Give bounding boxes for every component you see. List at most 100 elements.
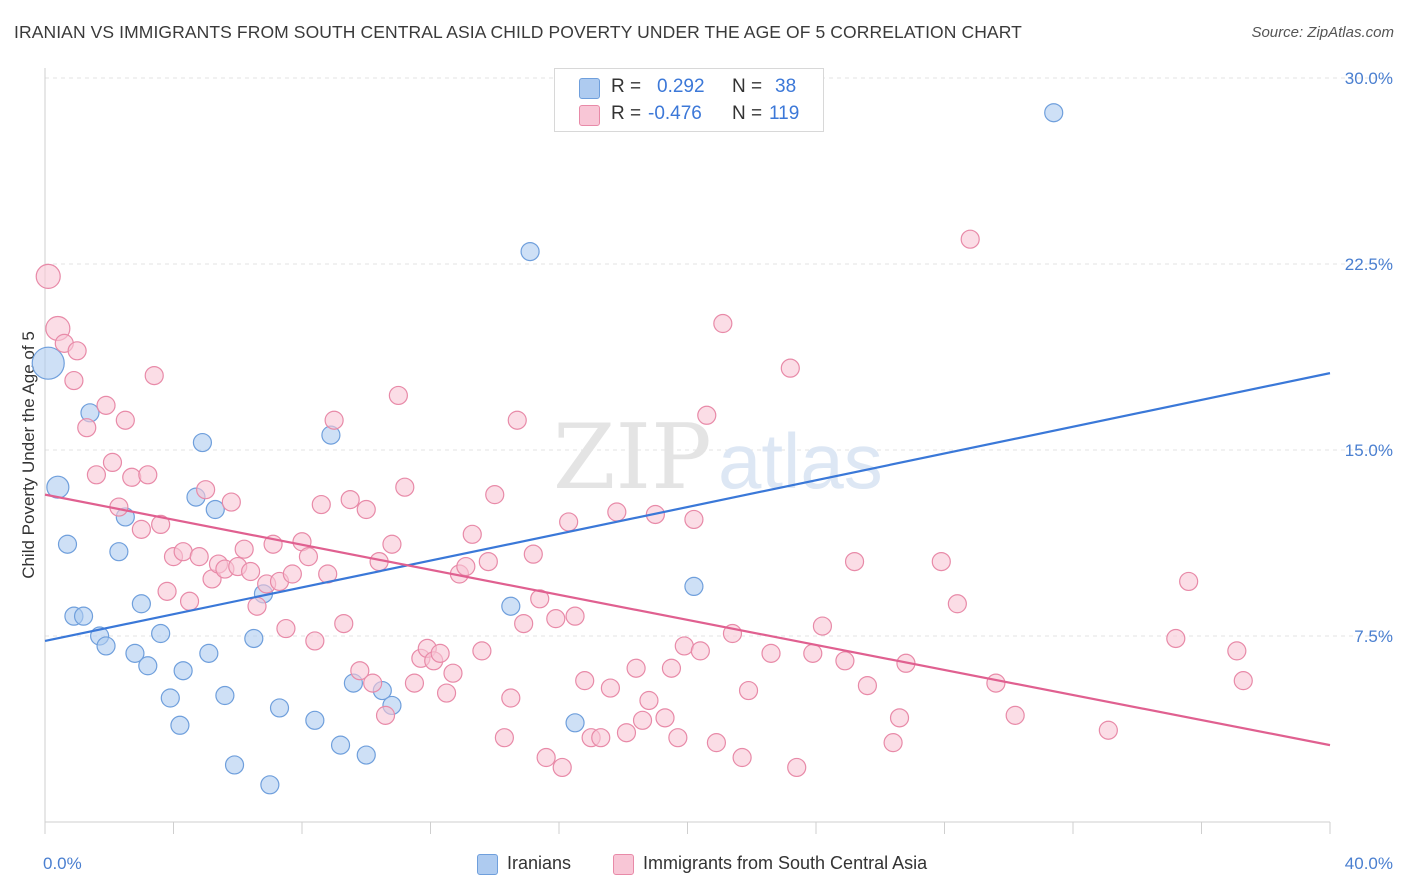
- legend-r-value: -0.476: [648, 103, 702, 124]
- point-immigrants: [690, 641, 710, 661]
- trend-lines: [44, 372, 1331, 747]
- y-tick-labels: 7.5% 15.0% 22.5% 30.0%: [1345, 69, 1393, 646]
- point-iranians: [131, 594, 151, 614]
- legend-swatch-immigrants: [579, 105, 600, 126]
- y-axis-label: Child Poverty Under the Age of 5: [19, 331, 38, 579]
- point-immigrants: [780, 358, 800, 378]
- point-immigrants: [738, 680, 759, 701]
- y-tick-label: 15.0%: [1345, 441, 1393, 460]
- point-immigrants: [835, 651, 855, 671]
- point-immigrants: [514, 613, 534, 634]
- point-immigrants: [674, 636, 694, 656]
- point-iranians: [125, 643, 145, 663]
- point-immigrants: [1227, 641, 1247, 661]
- x-tick-label: 40.0%: [1345, 854, 1393, 873]
- watermark-zip: ZIP: [553, 405, 712, 510]
- point-immigrants: [546, 609, 566, 629]
- point-immigrants: [276, 618, 296, 639]
- series-label-iranians: Iranians: [507, 853, 572, 873]
- point-immigrants: [189, 547, 209, 567]
- point-immigrants: [96, 395, 116, 415]
- point-immigrants: [356, 499, 376, 520]
- point-immigrants: [883, 733, 903, 753]
- point-immigrants: [857, 675, 878, 696]
- point-immigrants: [324, 410, 344, 430]
- point-immigrants: [485, 485, 505, 505]
- point-immigrants: [844, 551, 865, 572]
- point-immigrants: [462, 524, 482, 544]
- legend-n-value: 38: [775, 76, 797, 97]
- legend-n-label: N =: [732, 76, 763, 97]
- point-immigrants: [639, 690, 659, 711]
- point-immigrants: [1179, 571, 1199, 592]
- y-tick-label: 7.5%: [1354, 627, 1393, 646]
- trend-line-immigrants: [44, 493, 1331, 747]
- point-immigrants: [340, 490, 360, 510]
- point-immigrants: [404, 673, 425, 693]
- point-immigrants: [684, 509, 704, 530]
- point-immigrants: [151, 514, 171, 535]
- point-iranians: [199, 643, 219, 663]
- point-immigrants: [305, 631, 325, 651]
- point-immigrants: [947, 594, 967, 614]
- series-legend: Iranians Immigrants from South Central A…: [0, 852, 1406, 878]
- source-label: Source: ZipAtlas.com: [1251, 24, 1394, 41]
- point-immigrants: [196, 480, 216, 500]
- point-immigrants: [241, 561, 261, 582]
- point-immigrants: [247, 596, 267, 616]
- point-iranians: [260, 775, 280, 795]
- point-iranians: [520, 242, 540, 262]
- legend-r-label: R =: [611, 76, 642, 97]
- point-iranians: [96, 636, 116, 656]
- point-immigrants: [478, 551, 498, 572]
- point-immigrants: [311, 494, 331, 515]
- point-immigrants: [1098, 720, 1118, 740]
- point-immigrants: [388, 385, 408, 406]
- point-immigrants: [67, 341, 87, 361]
- point-immigrants: [375, 705, 396, 725]
- series-swatch-iranians: [477, 854, 498, 875]
- point-immigrants: [1166, 628, 1186, 649]
- point-immigrants: [173, 542, 193, 562]
- point-immigrants: [787, 757, 807, 778]
- point-immigrants: [157, 581, 177, 601]
- point-immigrants: [64, 370, 84, 391]
- point-immigrants: [77, 418, 97, 438]
- point-immigrants: [443, 663, 463, 683]
- watermark: ZIP atlas: [553, 405, 883, 510]
- legend-n-value: 119: [769, 103, 800, 124]
- y-tick-label: 30.0%: [1345, 69, 1393, 88]
- point-immigrants: [986, 673, 1006, 693]
- point-iranians: [173, 661, 193, 681]
- point-iranians: [57, 534, 78, 554]
- point-immigrants: [382, 534, 402, 554]
- point-immigrants: [115, 410, 135, 430]
- point-immigrants: [661, 658, 682, 678]
- point-immigrants: [536, 747, 556, 768]
- point-immigrants: [456, 556, 476, 577]
- point-immigrants: [565, 606, 585, 626]
- point-immigrants: [395, 477, 415, 497]
- point-immigrants: [363, 673, 383, 693]
- point-immigrants: [889, 708, 910, 728]
- point-immigrants: [600, 678, 621, 698]
- point-iranians: [73, 606, 94, 626]
- point-iranians: [151, 623, 171, 644]
- point-immigrants: [221, 492, 241, 512]
- point-immigrants: [706, 733, 727, 753]
- point-iranians: [215, 685, 235, 706]
- point-immigrants: [436, 683, 457, 703]
- point-immigrants: [282, 564, 302, 584]
- point-immigrants: [234, 539, 254, 559]
- point-iranians: [31, 346, 65, 380]
- stats-legend: R = 0.292 N = 38 R = -0.476 N = 119: [554, 68, 824, 132]
- point-immigrants: [616, 723, 637, 743]
- point-immigrants: [1233, 671, 1253, 691]
- point-immigrants: [144, 366, 164, 386]
- point-immigrants: [931, 551, 951, 572]
- point-immigrants: [334, 613, 354, 634]
- legend-r-label: R =: [611, 103, 642, 124]
- series-swatch-immigrants: [613, 854, 634, 875]
- point-immigrants: [86, 465, 107, 485]
